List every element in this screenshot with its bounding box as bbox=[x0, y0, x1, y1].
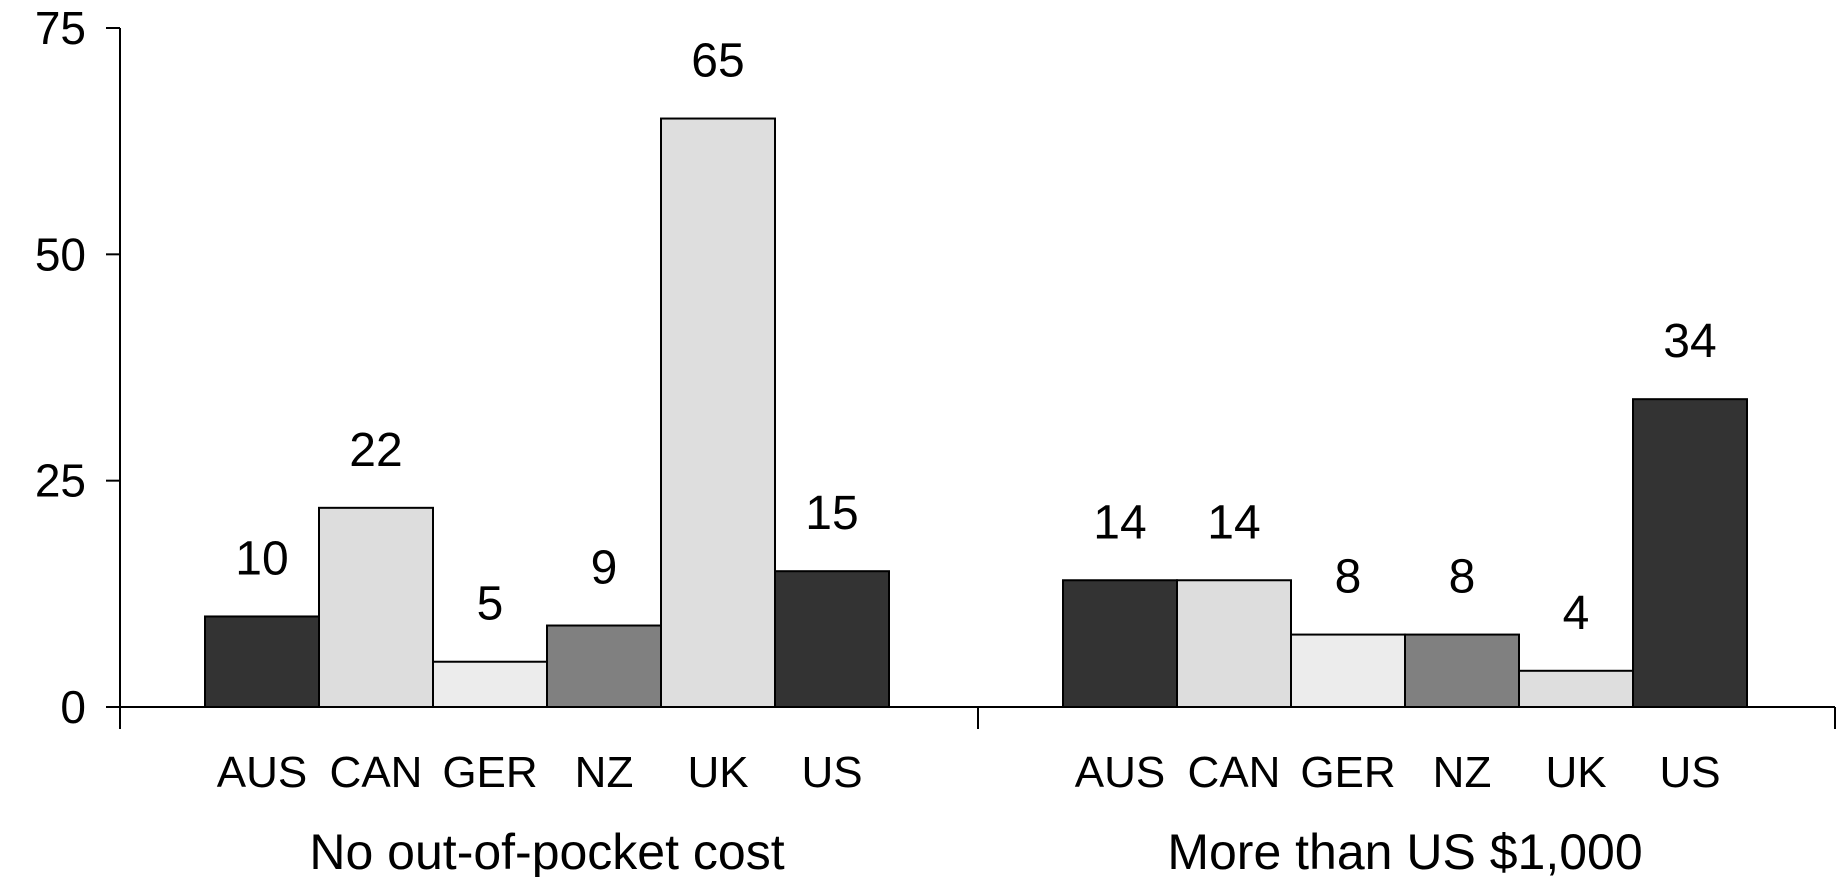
bar-ger bbox=[432, 660, 548, 709]
x-tick-label: GER bbox=[442, 748, 537, 797]
x-tick-label: AUS bbox=[1075, 748, 1165, 797]
data-label: 9 bbox=[591, 542, 618, 595]
y-tick-label: 25 bbox=[35, 455, 86, 507]
bar-nz bbox=[546, 624, 662, 709]
x-tick-label: US bbox=[801, 748, 862, 797]
data-label: 8 bbox=[1449, 551, 1476, 604]
y-tick-label: 50 bbox=[35, 228, 86, 280]
bar-nz bbox=[1404, 633, 1520, 708]
data-label: 14 bbox=[1207, 496, 1260, 549]
bar-aus bbox=[1062, 579, 1178, 709]
bar-us bbox=[1632, 398, 1748, 708]
data-label: 8 bbox=[1335, 551, 1362, 604]
bar-can bbox=[1176, 579, 1292, 709]
bar-uk bbox=[660, 117, 776, 709]
data-label: 4 bbox=[1563, 587, 1590, 640]
data-label: 14 bbox=[1093, 496, 1146, 549]
x-tick-label: UK bbox=[687, 748, 748, 797]
bar-uk bbox=[1518, 669, 1634, 709]
data-label: 15 bbox=[805, 487, 858, 540]
bar-aus bbox=[204, 615, 320, 709]
data-label: 10 bbox=[235, 532, 288, 585]
x-tick-label: GER bbox=[1300, 748, 1395, 797]
data-label: 22 bbox=[349, 424, 402, 477]
x-tick-label: CAN bbox=[1188, 748, 1281, 797]
data-label: 65 bbox=[691, 35, 744, 88]
group-label: More than US $1,000 bbox=[1167, 824, 1642, 877]
x-tick-label: CAN bbox=[330, 748, 423, 797]
y-tick-label: 0 bbox=[60, 681, 86, 733]
x-tick-label: NZ bbox=[1433, 748, 1492, 797]
bar-ger bbox=[1290, 633, 1406, 708]
group-label: No out-of-pocket cost bbox=[309, 824, 784, 877]
x-tick-label: NZ bbox=[575, 748, 634, 797]
bar-us bbox=[774, 570, 890, 709]
data-label: 5 bbox=[477, 578, 504, 631]
bar-can bbox=[318, 506, 434, 708]
data-label: 34 bbox=[1663, 315, 1716, 368]
x-tick-label: US bbox=[1659, 748, 1720, 797]
x-tick-label: AUS bbox=[217, 748, 307, 797]
y-tick-label: 75 bbox=[35, 2, 86, 54]
x-tick-label: UK bbox=[1545, 748, 1606, 797]
